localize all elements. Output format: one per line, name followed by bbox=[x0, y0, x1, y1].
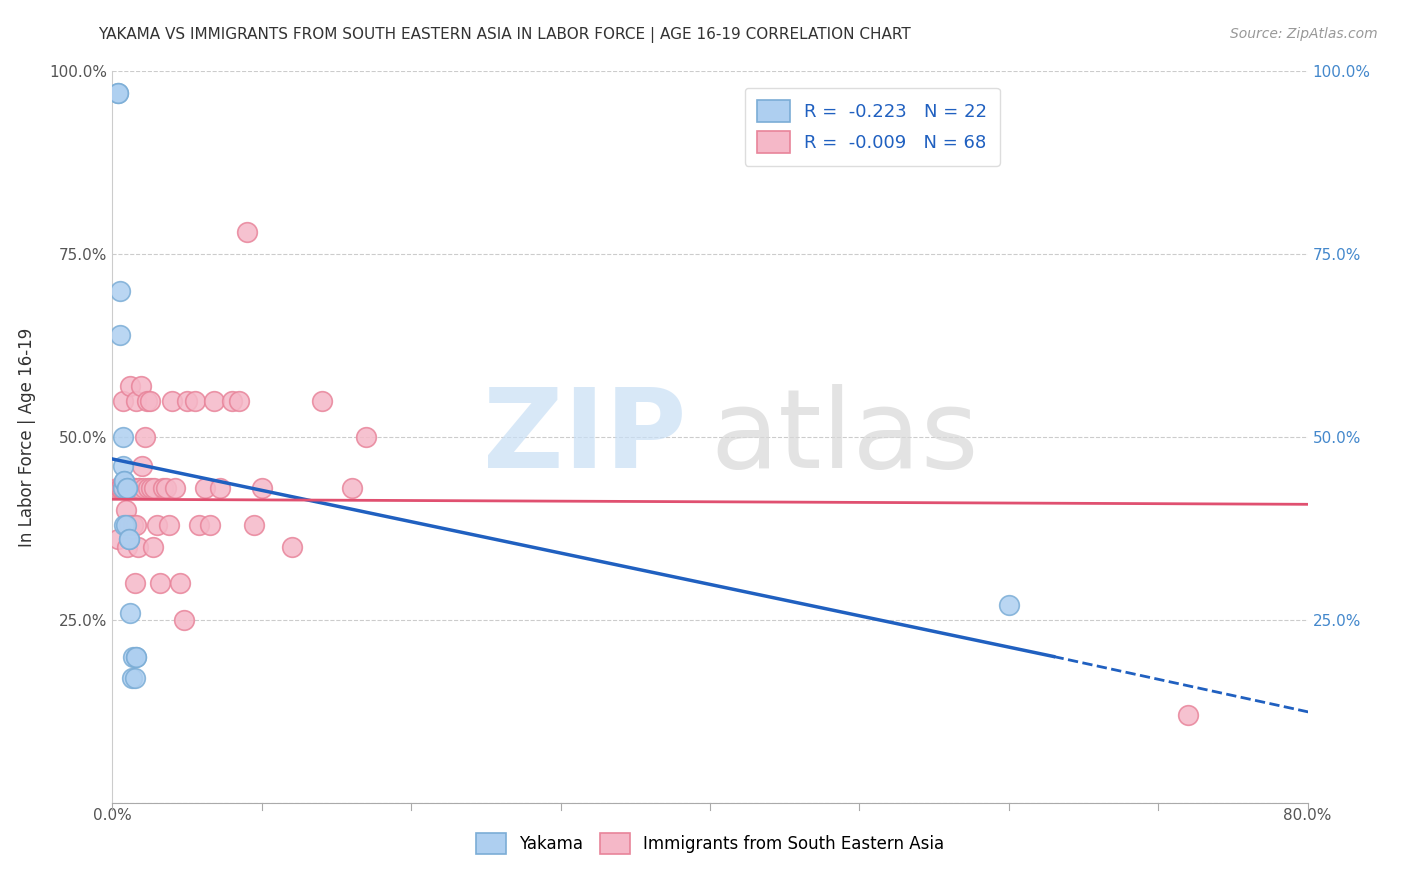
Point bbox=[114, 517, 135, 532]
Point bbox=[162, 393, 183, 408]
Point bbox=[173, 613, 195, 627]
Point bbox=[142, 540, 165, 554]
Point bbox=[155, 481, 177, 495]
Point bbox=[115, 503, 138, 517]
Point bbox=[107, 87, 129, 101]
Point bbox=[114, 481, 135, 495]
Point bbox=[152, 481, 174, 495]
Point bbox=[117, 481, 139, 495]
Point bbox=[149, 576, 172, 591]
Point bbox=[114, 474, 135, 488]
Point bbox=[165, 481, 187, 495]
Point bbox=[120, 379, 142, 393]
Point bbox=[122, 517, 145, 532]
Text: YAKAMA VS IMMIGRANTS FROM SOUTH EASTERN ASIA IN LABOR FORCE | AGE 16-19 CORRELAT: YAKAMA VS IMMIGRANTS FROM SOUTH EASTERN … bbox=[98, 27, 911, 43]
Point bbox=[311, 393, 333, 408]
Point bbox=[146, 517, 169, 532]
Point bbox=[128, 481, 150, 495]
Point bbox=[118, 481, 141, 495]
Point bbox=[141, 481, 163, 495]
Point bbox=[117, 481, 139, 495]
Point bbox=[243, 517, 266, 532]
Point bbox=[209, 481, 232, 495]
Point bbox=[127, 540, 149, 554]
Legend: Yakama, Immigrants from South Eastern Asia: Yakama, Immigrants from South Eastern As… bbox=[470, 827, 950, 860]
Point bbox=[118, 533, 141, 547]
Point bbox=[111, 481, 134, 495]
Point bbox=[188, 517, 211, 532]
Point bbox=[124, 576, 146, 591]
Point bbox=[117, 481, 139, 495]
Point bbox=[115, 517, 138, 532]
Point bbox=[356, 430, 378, 444]
Point bbox=[125, 649, 148, 664]
Point bbox=[120, 606, 142, 620]
Point bbox=[131, 459, 153, 474]
Point bbox=[121, 481, 143, 495]
Point bbox=[120, 481, 142, 495]
Point bbox=[134, 430, 156, 444]
Point bbox=[114, 481, 135, 495]
Point bbox=[250, 481, 273, 495]
Point bbox=[108, 481, 131, 495]
Text: Source: ZipAtlas.com: Source: ZipAtlas.com bbox=[1230, 27, 1378, 41]
Point bbox=[110, 481, 132, 495]
Point bbox=[107, 533, 129, 547]
Text: atlas: atlas bbox=[710, 384, 979, 491]
Point bbox=[281, 540, 304, 554]
Point bbox=[125, 517, 148, 532]
Point bbox=[117, 540, 139, 554]
Point bbox=[1177, 708, 1199, 723]
Point bbox=[128, 481, 150, 495]
Point bbox=[125, 393, 148, 408]
Y-axis label: In Labor Force | Age 16-19: In Labor Force | Age 16-19 bbox=[18, 327, 35, 547]
Point bbox=[111, 393, 134, 408]
Point bbox=[117, 481, 139, 495]
Point bbox=[118, 533, 141, 547]
Point bbox=[108, 284, 131, 298]
Point bbox=[202, 393, 225, 408]
Point bbox=[139, 393, 162, 408]
Point bbox=[108, 481, 131, 495]
Point bbox=[105, 481, 128, 495]
Point bbox=[114, 474, 135, 488]
Point bbox=[125, 649, 148, 664]
Point bbox=[169, 576, 191, 591]
Point bbox=[138, 481, 160, 495]
Point bbox=[108, 327, 131, 342]
Point bbox=[117, 481, 139, 495]
Point bbox=[124, 672, 146, 686]
Point bbox=[228, 393, 250, 408]
Point bbox=[132, 481, 155, 495]
Point bbox=[107, 87, 129, 101]
Point bbox=[122, 481, 145, 495]
Point bbox=[176, 393, 198, 408]
Point bbox=[157, 517, 180, 532]
Point bbox=[115, 481, 138, 495]
Point bbox=[111, 430, 134, 444]
Point bbox=[340, 481, 363, 495]
Point bbox=[183, 393, 205, 408]
Point bbox=[135, 393, 157, 408]
Point bbox=[122, 649, 145, 664]
Point bbox=[121, 481, 143, 495]
Point bbox=[120, 481, 142, 495]
Point bbox=[121, 672, 143, 686]
Point bbox=[111, 459, 134, 474]
Point bbox=[111, 481, 134, 495]
Point bbox=[124, 481, 146, 495]
Point bbox=[118, 517, 141, 532]
Point bbox=[998, 599, 1021, 613]
Point bbox=[236, 225, 259, 239]
Point bbox=[198, 517, 221, 532]
Point bbox=[129, 379, 152, 393]
Point bbox=[143, 481, 166, 495]
Point bbox=[111, 481, 134, 495]
Text: ZIP: ZIP bbox=[482, 384, 686, 491]
Point bbox=[194, 481, 217, 495]
Point bbox=[221, 393, 243, 408]
